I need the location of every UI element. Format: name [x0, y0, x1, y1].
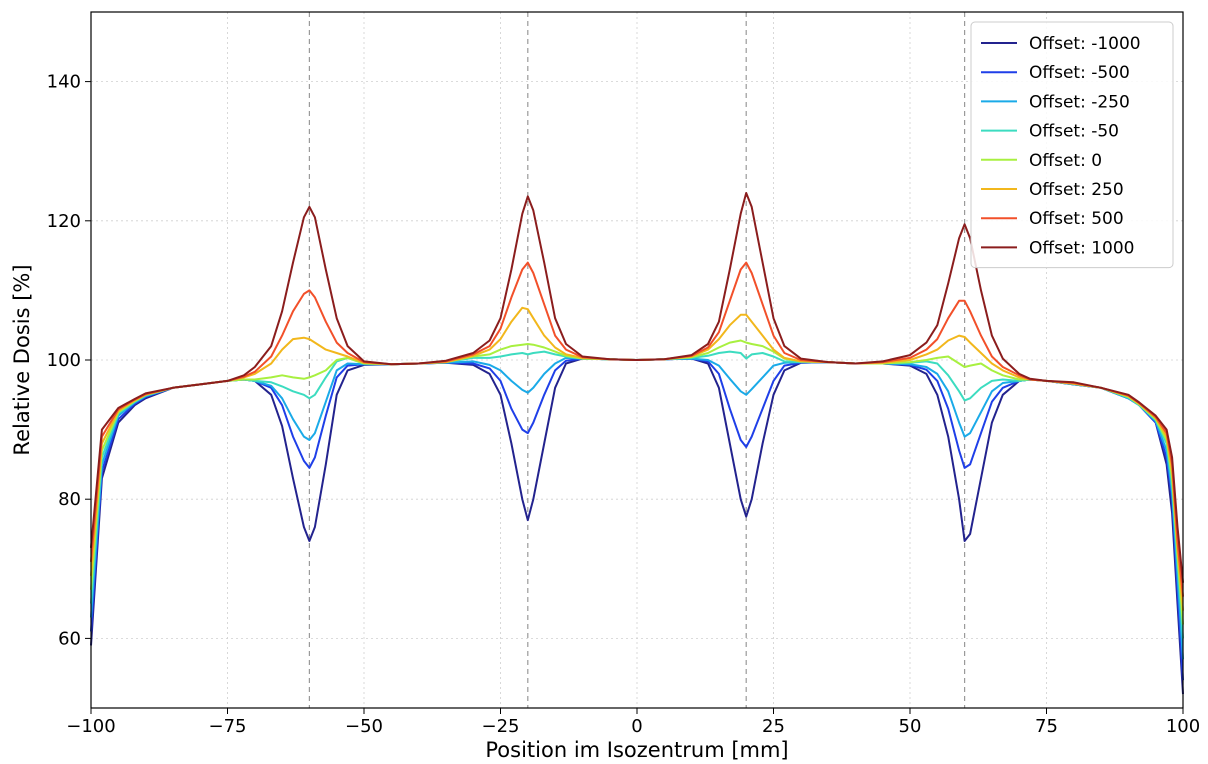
legend-box [970, 21, 1174, 269]
legend-label: Offset: -500 [1029, 63, 1130, 83]
x-tick-label: 25 [762, 716, 785, 737]
y-axis-title: Relative Dosis [%] [10, 264, 34, 455]
legend-label: Offset: 1000 [1029, 238, 1134, 258]
y-tick-label: 80 [58, 489, 81, 510]
legend-label: Offset: -1000 [1029, 34, 1141, 54]
y-tick-label: 60 [58, 628, 81, 649]
x-tick-label: 0 [631, 716, 642, 737]
x-tick-label: 75 [1035, 716, 1058, 737]
series-line [90, 192, 1184, 583]
legend: Offset: -1000 Offset: -500 Offset: -250 Off… [970, 21, 1174, 269]
x-tick-label: 50 [899, 716, 922, 737]
x-axis-ticks: −100 −75 −50 −25 0 25 50 75 100 [66, 708, 1200, 737]
x-tick-label: −25 [482, 716, 520, 737]
x-axis-title: Position im Isozentrum [mm] [485, 738, 788, 762]
legend-label: Offset: 250 [1029, 180, 1124, 200]
x-tick-label: −75 [209, 716, 247, 737]
legend-label: Offset: 500 [1029, 209, 1124, 229]
y-tick-label: 120 [47, 211, 81, 232]
x-tick-label: −50 [345, 716, 383, 737]
reference-lines [308, 12, 966, 708]
legend-label: Offset: 0 [1029, 151, 1102, 171]
x-tick-label: 100 [1166, 716, 1200, 737]
legend-label: Offset: -50 [1029, 122, 1119, 142]
x-tick-label: −100 [66, 716, 115, 737]
y-axis-ticks: 60 80 100 120 140 [47, 72, 91, 649]
y-tick-label: 140 [47, 72, 81, 93]
series-lines [90, 192, 1184, 695]
y-tick-label: 100 [47, 350, 81, 371]
legend-label: Offset: -250 [1029, 92, 1130, 112]
